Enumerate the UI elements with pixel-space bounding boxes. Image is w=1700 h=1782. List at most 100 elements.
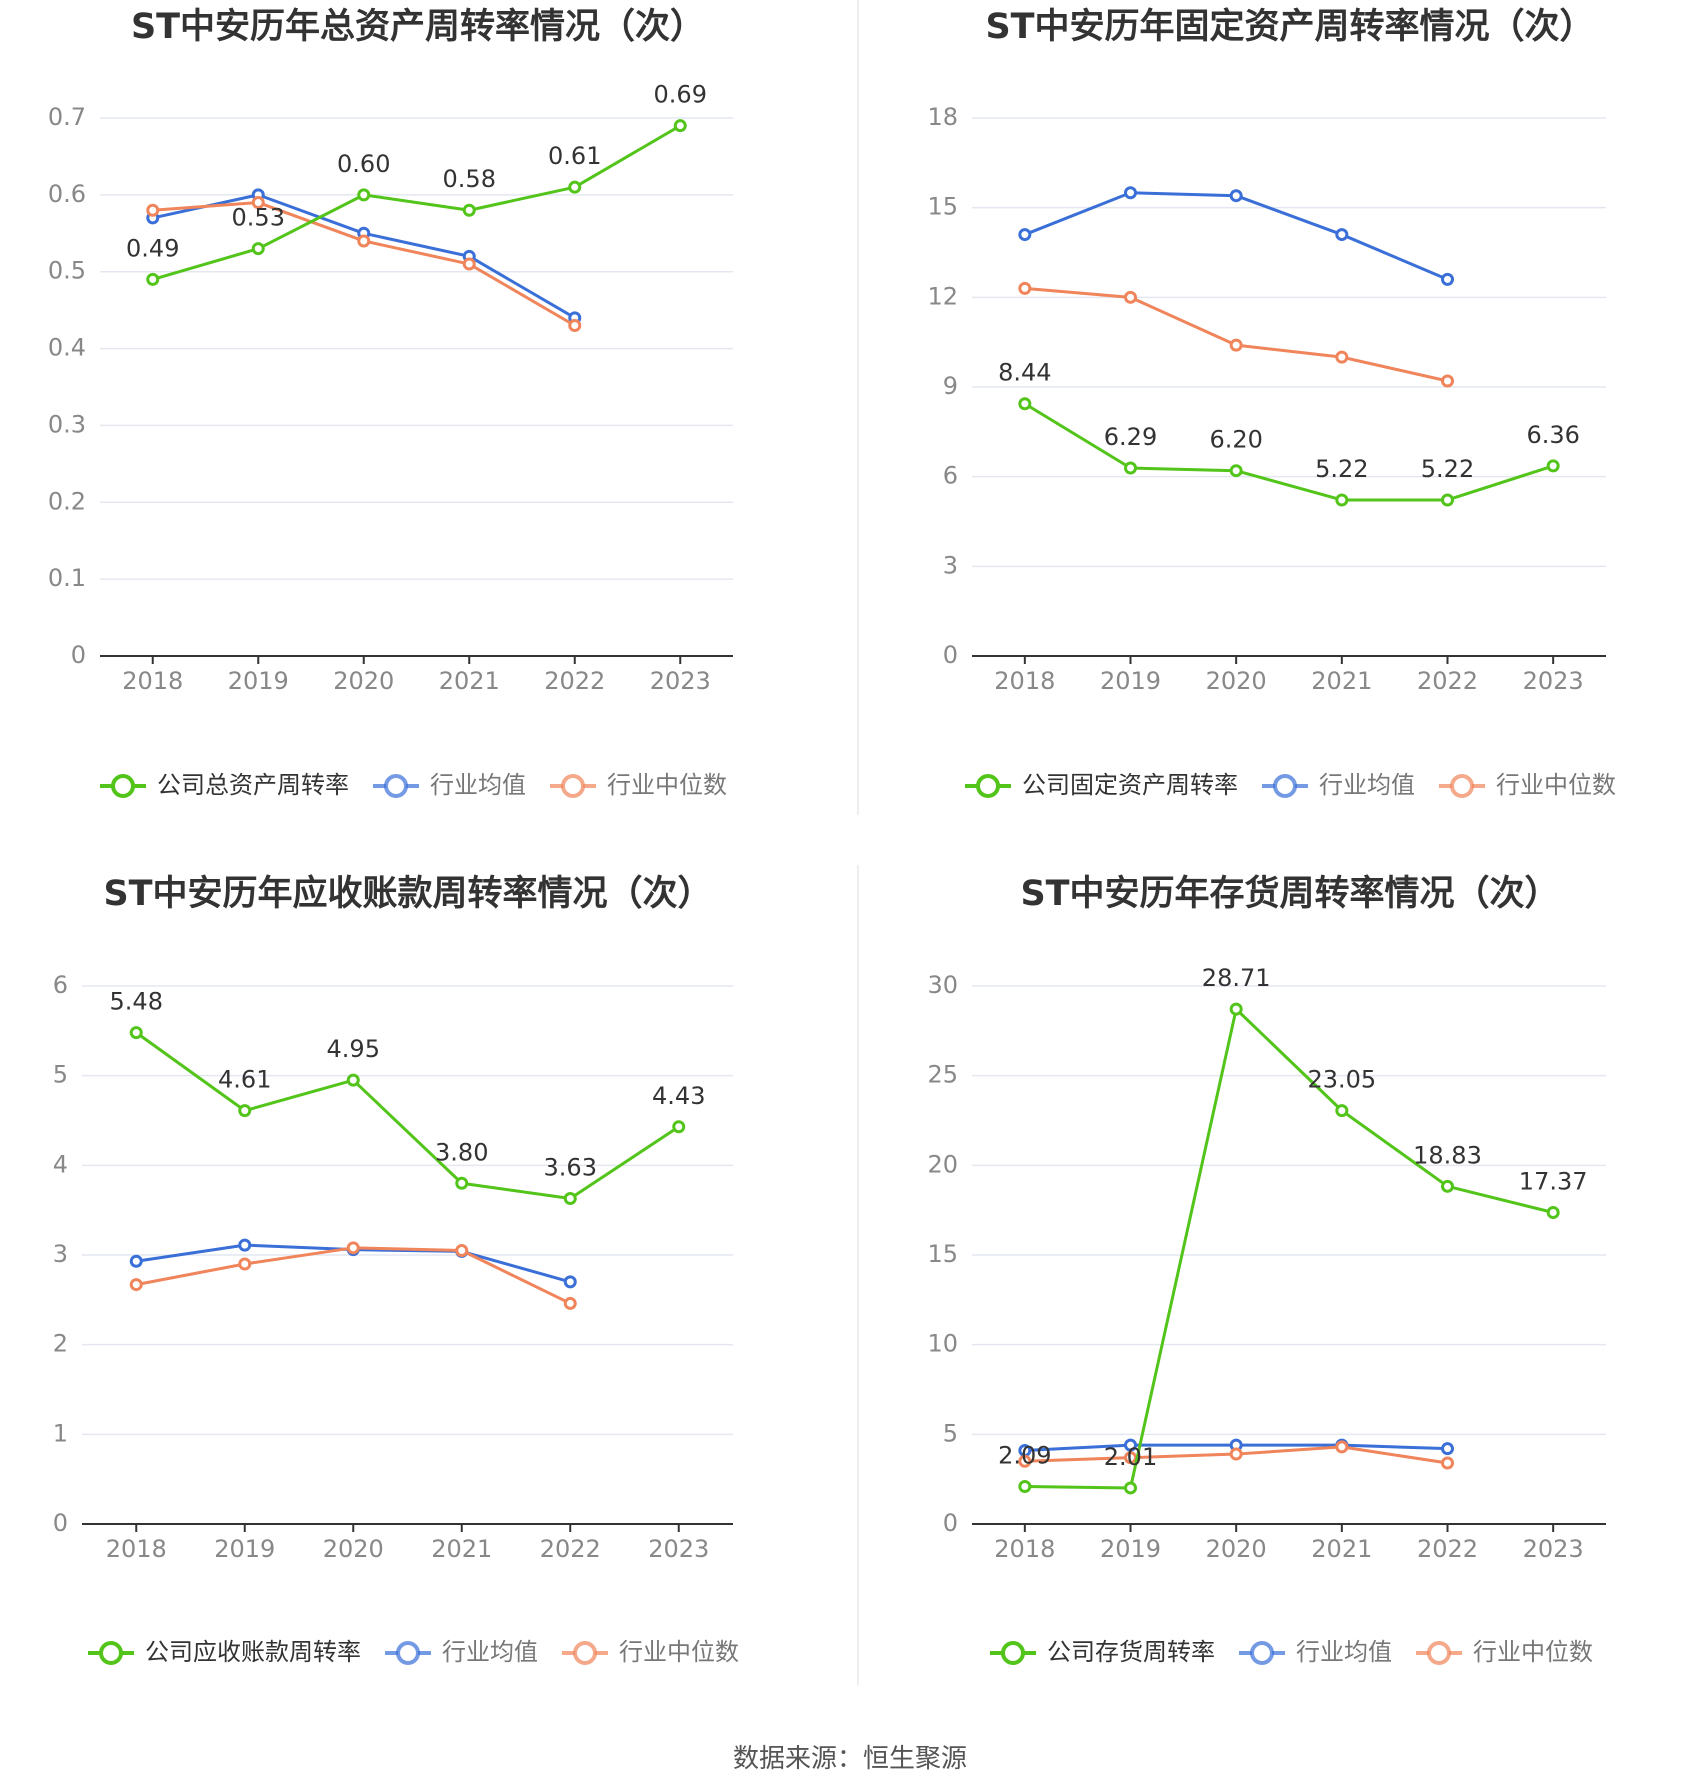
legend-item-average: 行业均值 xyxy=(1262,771,1415,799)
data-point-company xyxy=(1335,1104,1349,1118)
x-tick-label: 2022 xyxy=(544,667,605,695)
data-point-median xyxy=(455,1244,469,1258)
legend-swatch-marker xyxy=(384,774,408,798)
data-point-company xyxy=(146,272,160,286)
data-label: 28.71 xyxy=(1202,964,1271,992)
x-tick-label: 2023 xyxy=(1523,667,1584,695)
data-point-company xyxy=(238,1104,252,1118)
data-point-company xyxy=(1546,1205,1560,1219)
y-tick-label: 18 xyxy=(927,103,958,131)
data-point-company xyxy=(1441,1179,1454,1193)
legend-item-average: 行业均值 xyxy=(373,771,526,799)
legend-swatch-marker xyxy=(573,1641,597,1665)
y-tick-label: 1 xyxy=(53,1419,68,1447)
data-point-median xyxy=(1335,1440,1349,1454)
data-point-median xyxy=(1441,1456,1454,1470)
data-point-average xyxy=(1335,228,1349,242)
data-point-median xyxy=(357,234,371,248)
data-point-company xyxy=(455,1176,469,1190)
data-label: 2.09 xyxy=(998,1442,1051,1470)
legend-label: 行业中位数 xyxy=(1496,771,1616,799)
data-point-average xyxy=(1441,1442,1454,1456)
data-point-median xyxy=(238,1257,252,1271)
data-point-company xyxy=(1018,397,1032,411)
legend-item-average: 行业均值 xyxy=(1239,1638,1392,1666)
x-tick-label: 2023 xyxy=(1523,1535,1584,1563)
data-label: 4.43 xyxy=(652,1082,705,1110)
data-point-company xyxy=(1441,493,1454,507)
chart-panel-4: ST中安历年存货周转率情况（次） 0 5 10 15 20 25 30 2018 2019 2020… xyxy=(927,874,1606,1666)
y-tick-label: 0 xyxy=(53,1509,68,1537)
data-point-median xyxy=(1018,1454,1032,1468)
data-label: 0.53 xyxy=(232,204,285,232)
data-label: 5.48 xyxy=(110,988,163,1016)
y-tick-label: 15 xyxy=(927,1240,958,1268)
legend-label: 行业中位数 xyxy=(607,771,727,799)
legend-item-company: 公司存货周转率 xyxy=(990,1638,1215,1666)
y-tick-label: 15 xyxy=(927,193,958,221)
legend-swatch-marker xyxy=(396,1641,420,1665)
data-point-company xyxy=(1335,493,1349,507)
data-point-median xyxy=(1229,338,1243,352)
data-point-company xyxy=(251,242,265,256)
x-tick-label: 2022 xyxy=(540,1535,601,1563)
legend-swatch-marker xyxy=(561,774,585,798)
x-tick-label: 2018 xyxy=(122,667,183,695)
x-tick-label: 2019 xyxy=(1100,1535,1161,1563)
data-point-median xyxy=(146,203,160,217)
y-tick-label: 5 xyxy=(53,1061,68,1089)
legend-swatch-marker xyxy=(1450,774,1474,798)
x-tick-label: 2018 xyxy=(994,667,1055,695)
data-point-average xyxy=(238,1238,252,1252)
legend-label: 行业均值 xyxy=(442,1638,538,1666)
data-point-company xyxy=(1546,459,1560,473)
data-point-average xyxy=(563,1275,577,1289)
legend-label: 行业均值 xyxy=(1296,1638,1392,1666)
chart-title: ST中安历年固定资产周转率情况（次） xyxy=(985,7,1594,47)
data-point-company xyxy=(1124,1481,1137,1495)
y-tick-label: 3 xyxy=(53,1240,68,1268)
y-tick-label: 20 xyxy=(927,1150,958,1178)
x-tick-label: 2021 xyxy=(1311,1535,1372,1563)
x-tick-label: 2020 xyxy=(333,667,394,695)
data-point-company xyxy=(462,203,476,217)
data-label: 0.61 xyxy=(548,142,601,170)
legend-swatch-marker xyxy=(1001,1641,1025,1665)
y-tick-label: 3 xyxy=(943,551,958,579)
data-point-company xyxy=(129,1026,143,1040)
legend-label: 公司应收账款周转率 xyxy=(145,1638,361,1666)
legend-label: 公司固定资产周转率 xyxy=(1022,771,1238,799)
data-point-average xyxy=(1124,186,1137,200)
chart-title: ST中安历年存货周转率情况（次） xyxy=(1020,874,1559,914)
chart-panel-2: ST中安历年固定资产周转率情况（次） 0 3 6 9 12 15 18 2018 2019 2020… xyxy=(927,7,1616,799)
legend-item-company: 公司应收账款周转率 xyxy=(88,1638,361,1666)
data-point-median xyxy=(1124,1451,1137,1465)
series-line-company xyxy=(135,1031,680,1201)
data-point-average xyxy=(129,1254,143,1268)
legend-label: 公司存货周转率 xyxy=(1047,1638,1215,1666)
data-point-company xyxy=(672,1120,686,1134)
y-tick-label: 0 xyxy=(71,641,86,669)
legend-swatch-marker xyxy=(111,774,135,798)
legend-swatch-marker xyxy=(1250,1641,1274,1665)
data-point-median xyxy=(1441,374,1454,388)
data-point-median xyxy=(346,1241,360,1255)
legend-item-company: 公司总资产周转率 xyxy=(100,771,349,799)
legend-item-median: 行业中位数 xyxy=(550,771,727,799)
data-point-median xyxy=(462,257,476,271)
x-tick-label: 2022 xyxy=(1417,1535,1478,1563)
data-point-company xyxy=(1018,1480,1032,1494)
legend-label: 行业中位数 xyxy=(619,1638,739,1666)
y-tick-label: 6 xyxy=(943,462,958,490)
legend-swatch-marker xyxy=(1273,774,1297,798)
chart-panel-3: ST中安历年应收账款周转率情况（次） 0 1 2 3 4 5 6 2018 2019 2020 202… xyxy=(53,873,739,1666)
legend-swatch-marker xyxy=(99,1641,123,1665)
x-tick-label: 2019 xyxy=(228,667,289,695)
data-point-company xyxy=(563,1192,577,1206)
y-tick-label: 0.2 xyxy=(48,487,86,515)
data-point-average xyxy=(1441,272,1454,286)
y-tick-label: 0.5 xyxy=(48,257,86,285)
data-label: 4.61 xyxy=(218,1066,271,1094)
data-source-note: 数据来源：恒生聚源 xyxy=(732,1744,967,1774)
